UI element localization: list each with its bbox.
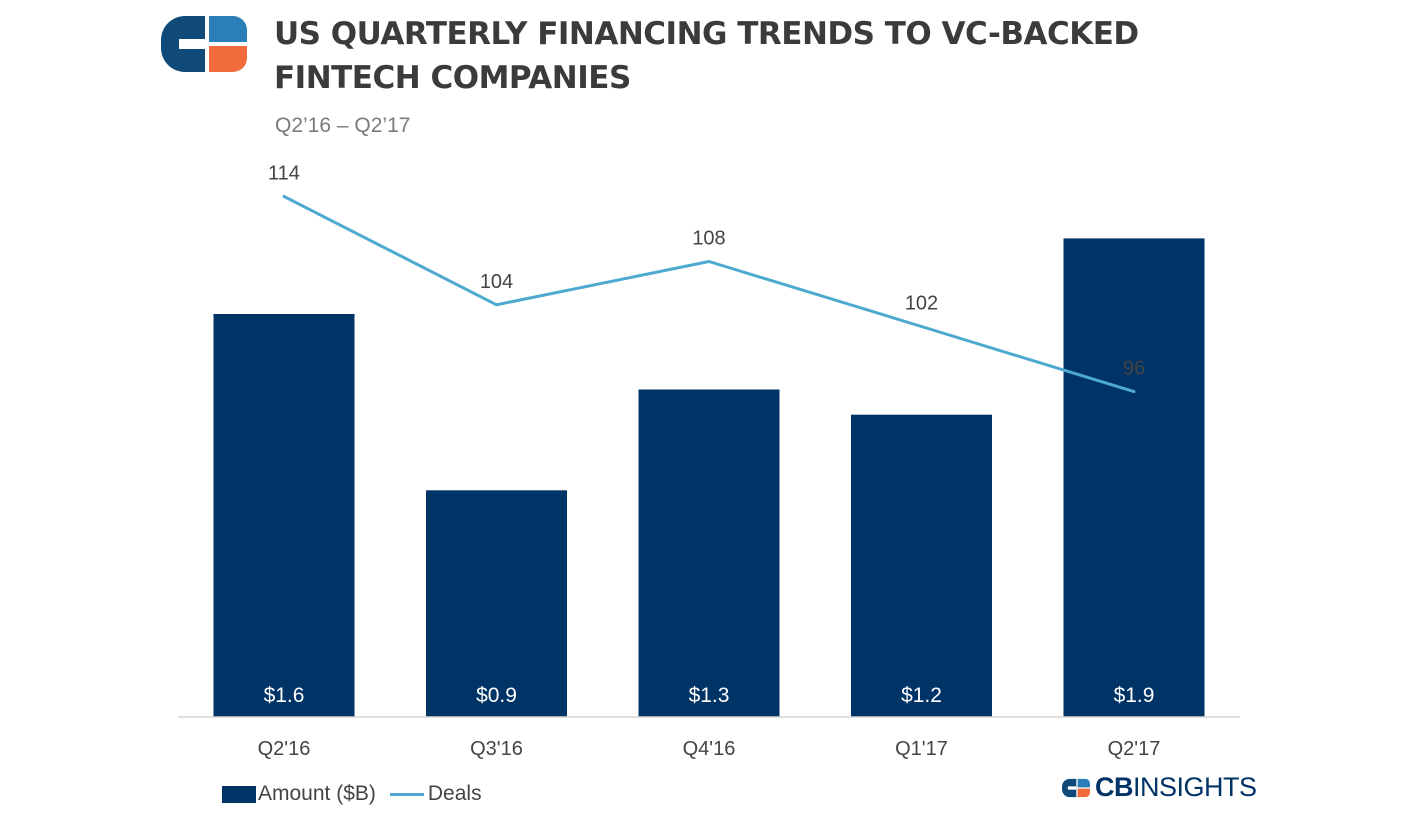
chart-title: US QUARTERLY FINANCING TRENDS TO VC-BACK… bbox=[274, 16, 1139, 96]
amount-bar-label: $1.2 bbox=[901, 684, 942, 707]
x-tick-label: Q2'17 bbox=[1108, 738, 1161, 760]
chart-subtitle: Q2’16 – Q2’17 bbox=[275, 114, 411, 137]
amount-bar bbox=[426, 490, 567, 717]
brand-wordmark: CBINSIGHTS bbox=[1095, 772, 1257, 803]
x-tick-label: Q1'17 bbox=[895, 738, 948, 760]
logo-bar bbox=[179, 39, 205, 49]
amount-bar bbox=[1063, 238, 1205, 717]
deals-value-label: 108 bbox=[692, 228, 725, 250]
deals-line-layer bbox=[282, 194, 1136, 394]
labels-layer: $1.6 Q2'16 $0.9 Q3'16 $1.3 Q4'16 $1.2 Q1'17 $1.9… bbox=[258, 162, 1161, 760]
x-tick-label: Q2'16 bbox=[258, 738, 311, 760]
cb-insights-small-logo-icon bbox=[1062, 778, 1090, 797]
x-tick-label: Q4'16 bbox=[683, 738, 736, 760]
logo-bottom-right-shape bbox=[209, 46, 247, 72]
logo-top-right-shape bbox=[209, 16, 247, 42]
deals-line bbox=[283, 195, 1135, 394]
amount-bar bbox=[638, 389, 780, 717]
deals-point bbox=[707, 260, 711, 263]
amount-bar bbox=[213, 314, 355, 717]
deals-value-label: 104 bbox=[480, 271, 513, 293]
legend: Amount ($B) Deals bbox=[222, 782, 482, 806]
legend-deals-label: Deals bbox=[427, 782, 482, 805]
deals-value-label: 96 bbox=[1123, 358, 1145, 380]
deals-point bbox=[495, 303, 498, 307]
deals-point bbox=[1132, 390, 1136, 394]
legend-amount-label: Amount ($B) bbox=[258, 782, 376, 805]
brand-wordmark-rest: INSIGHTS bbox=[1133, 772, 1257, 802]
legend-deals-swatch bbox=[389, 792, 424, 796]
deals-value-label: 114 bbox=[268, 162, 300, 184]
amount-bar-label: $1.6 bbox=[264, 684, 305, 707]
amount-bar-label: $0.9 bbox=[476, 684, 517, 707]
deals-point bbox=[282, 194, 286, 198]
cb-insights-logo-icon bbox=[161, 16, 247, 72]
deals-point bbox=[920, 325, 923, 328]
bars-layer bbox=[213, 238, 1205, 717]
brand-mark: CBINSIGHTS bbox=[1062, 772, 1257, 803]
amount-bar-label: $1.9 bbox=[1114, 684, 1155, 707]
brand-wordmark-bold: CB bbox=[1095, 772, 1134, 802]
legend-amount-swatch bbox=[222, 785, 256, 803]
amount-bar bbox=[851, 414, 992, 717]
deals-value-label: 102 bbox=[905, 293, 938, 315]
x-tick-label: Q3'16 bbox=[470, 738, 523, 760]
amount-bar-label: $1.3 bbox=[689, 684, 730, 707]
